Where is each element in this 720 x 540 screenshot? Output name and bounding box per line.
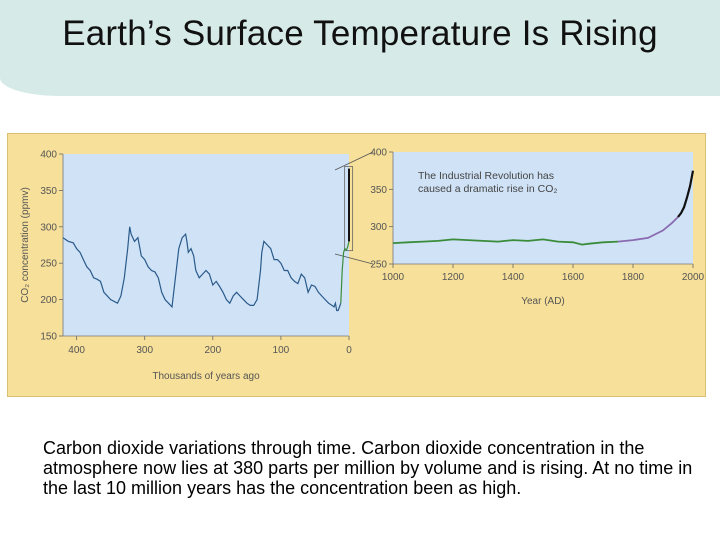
right-y-tick-label: 350 [370,185,387,196]
left-y-tick-label: 400 [40,150,57,161]
left-y-tick-label: 200 [40,295,57,306]
figure-caption: Carbon dioxide variations through time. … [43,438,693,498]
right-x-tick-label: 1800 [622,272,645,283]
chart-annotation-line1: The Industrial Revolution has [418,170,554,182]
right-x-tick-label: 1400 [502,272,525,283]
right-y-tick-label: 300 [370,222,387,233]
right-x-tick-label: 1000 [382,272,405,283]
preindustrial-series-line [392,238,619,246]
industrial-series-line [617,216,679,243]
right-x-tick-label: 1200 [442,272,465,283]
holocene-series-line [340,241,350,304]
right-x-tick-label: 2000 [682,272,705,283]
zoom-box [344,166,354,252]
left-y-tick-label: 350 [40,186,57,197]
left-x-tick-label: 300 [136,345,153,356]
right-x-tick-label: 1600 [562,272,585,283]
chart-annotation-line2: caused a dramatic rise in CO₂ [418,183,557,195]
left-y-tick-label: 300 [40,222,57,233]
slide-title: Earth’s Surface Temperature Is Rising [62,14,658,53]
left-y-tick-label: 150 [40,332,57,343]
left-x-axis-title: Thousands of years ago [152,371,260,382]
left-y-axis-title: CO₂ concentration (ppmv) [20,187,31,303]
left-x-tick-label: 400 [68,345,85,356]
figure-panel: 400 350 300 250 200 150 400 300 200 100 0 400 350 30… [7,133,706,397]
left-x-tick-label: 200 [204,345,221,356]
left-x-tick-label: 100 [273,345,290,356]
title-band [0,0,720,96]
right-y-tick-label: 250 [370,260,387,271]
left-y-tick-label: 250 [40,259,57,270]
right-plot-area [393,152,693,264]
right-y-tick-label: 400 [370,148,387,159]
ice-core-series-line [62,226,342,312]
recent-series-line [677,170,695,218]
zoom-connector-bottom [334,253,374,265]
right-x-axis-title: Year (AD) [521,296,565,307]
left-plot-area [63,154,349,336]
left-x-tick-label: 0 [346,345,352,356]
zoom-connector-top [334,151,374,171]
